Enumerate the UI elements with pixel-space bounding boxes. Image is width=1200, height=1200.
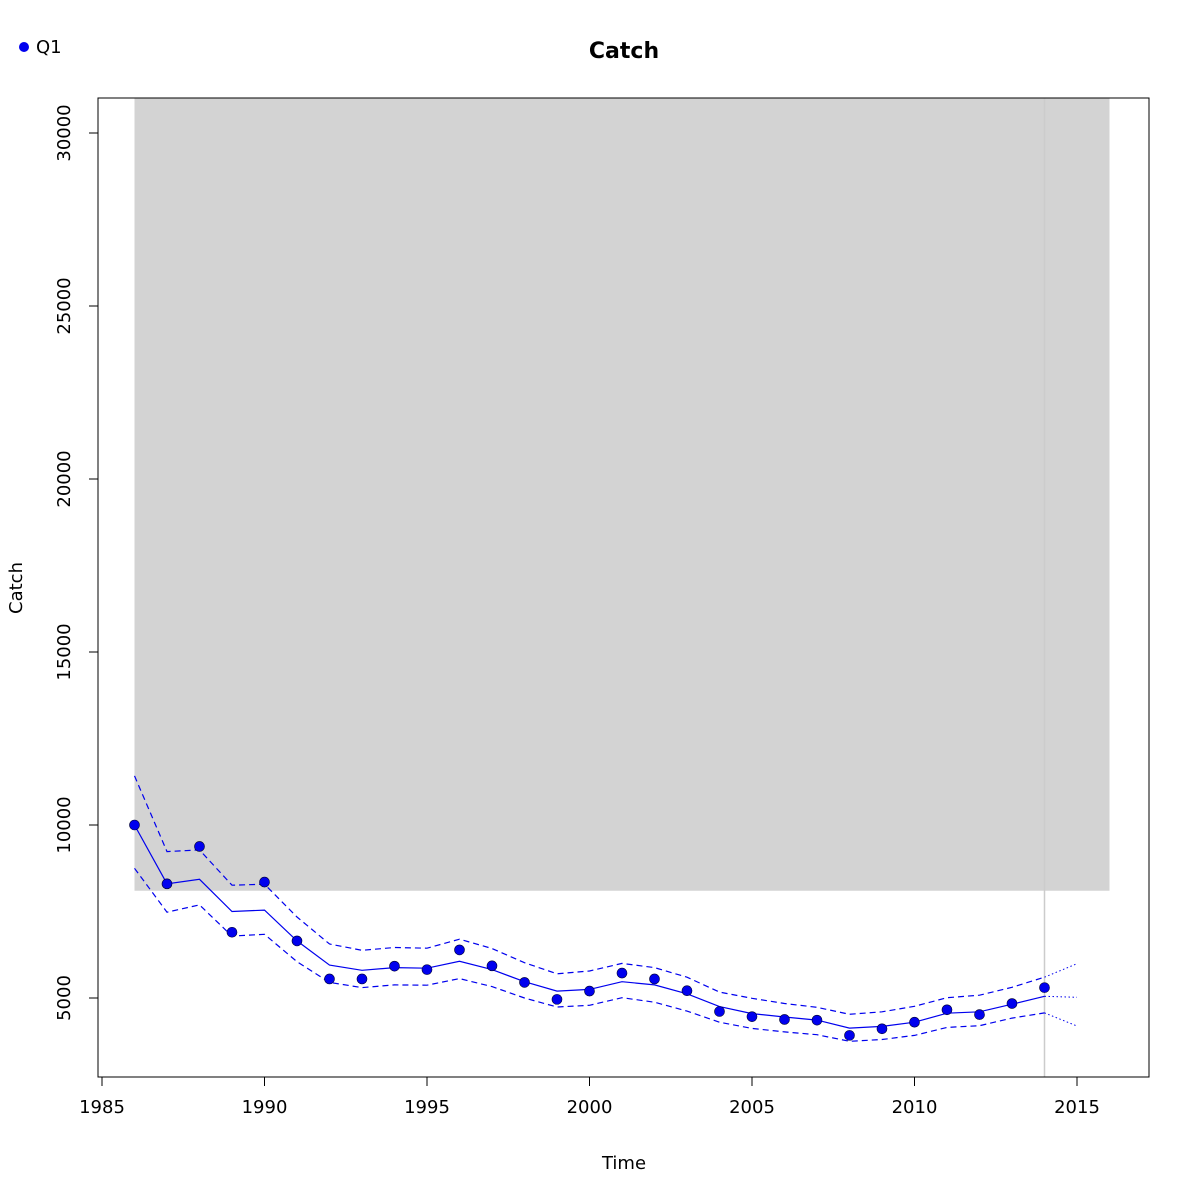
data-point-2005	[746, 1011, 758, 1022]
legend-marker	[19, 42, 29, 52]
y-tick-label-30000: 30000	[54, 104, 75, 161]
y-tick-label-5000: 5000	[54, 975, 75, 1021]
data-point-1991	[291, 935, 303, 947]
data-point-2009	[876, 1023, 888, 1035]
data-point-2002	[649, 973, 660, 985]
data-point-2010	[909, 1016, 920, 1028]
x-tick-label-2005: 2005	[729, 1097, 775, 1118]
data-point-2012	[974, 1009, 985, 1020]
data-point-1990	[259, 876, 270, 888]
data-point-2000	[584, 985, 595, 997]
data-point-1997	[486, 960, 498, 972]
chart-title: Catch	[589, 39, 659, 64]
data-point-1994	[389, 960, 400, 972]
x-tick-label-1990: 1990	[242, 1097, 288, 1118]
y-tick-label-20000: 20000	[54, 450, 75, 507]
x-tick-label-2015: 2015	[1054, 1097, 1100, 1118]
shaded-region	[134, 98, 1110, 891]
y-tick-label-25000: 25000	[54, 277, 75, 334]
x-axis: 1985 1990 1995 2000 2005 2010 2015	[79, 1076, 1100, 1118]
data-point-1995	[421, 964, 433, 975]
series-line-forecast-upper	[1044, 963, 1078, 978]
data-point-2004	[714, 1006, 725, 1017]
data-point-1996	[454, 944, 465, 956]
data-point-1989	[226, 926, 238, 938]
data-point-1988	[194, 841, 205, 852]
data-point-2003	[681, 985, 693, 997]
data-point-1998	[519, 977, 530, 988]
data-point-2001	[616, 967, 628, 979]
data-point-2013	[1006, 998, 1018, 1009]
data-point-2011	[941, 1004, 953, 1016]
data-point-2008	[844, 1030, 855, 1041]
y-tick-label-10000: 10000	[54, 796, 75, 853]
legend: Q1	[19, 37, 62, 58]
data-point-2014	[1039, 982, 1050, 993]
y-axis-label: Catch	[6, 562, 27, 614]
data-point-1992	[324, 973, 335, 985]
data-point-1993	[356, 973, 368, 985]
x-tick-label-1985: 1985	[79, 1097, 125, 1118]
x-tick-label-1995: 1995	[404, 1097, 450, 1118]
data-point-1986	[129, 819, 140, 831]
x-axis-label: Time	[601, 1153, 646, 1174]
x-tick-label-2010: 2010	[892, 1097, 938, 1118]
series-line-lower-ci	[134, 867, 1045, 1042]
y-axis: 5000 10000 15000 20000 25000 30000	[54, 104, 99, 1021]
data-point-2006	[779, 1014, 790, 1025]
series-line-forecast-lower	[1044, 1012, 1078, 1027]
data-point-1987	[161, 878, 173, 890]
data-point-2007	[811, 1014, 823, 1026]
x-tick-label-2000: 2000	[567, 1097, 613, 1118]
series-line-forecast	[1044, 995, 1078, 998]
points-layer	[129, 819, 1050, 1041]
data-point-1999	[551, 994, 563, 1005]
legend-label-q1: Q1	[36, 37, 62, 58]
y-tick-label-15000: 15000	[54, 623, 75, 680]
series-line-upper-ci	[133, 775, 1045, 1015]
